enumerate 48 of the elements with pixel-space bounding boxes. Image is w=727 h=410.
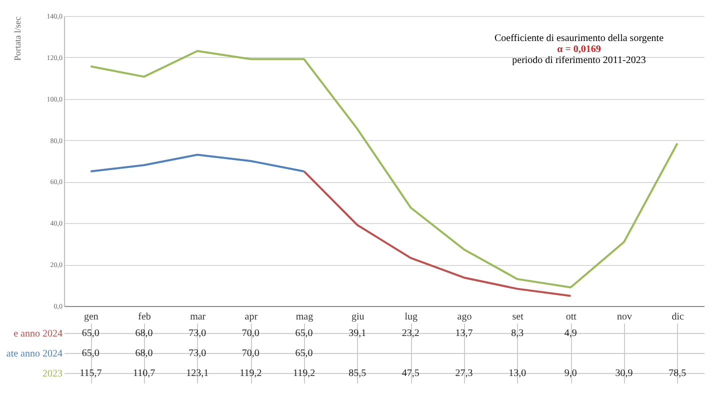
data-label: 65,0	[295, 328, 313, 339]
x-tick-label: ago	[457, 312, 472, 322]
annotation: Coefficiente di esaurimento della sorgente	[494, 33, 664, 44]
data-label: 119,2	[240, 368, 262, 379]
x-tick-label: mar	[190, 312, 206, 322]
data-label: 119,2	[292, 368, 316, 379]
text: 73,0	[188, 328, 206, 339]
x-tick-label: lug	[404, 312, 418, 322]
data-label: 123,1	[186, 368, 209, 379]
x-tick-label: gen	[84, 312, 98, 322]
text: ate anno 2024	[6, 348, 62, 360]
data-label: 110,7	[132, 368, 156, 379]
data-label: 68,0	[135, 348, 153, 359]
data-label: 23,2	[402, 328, 420, 339]
x-tick-label: nov	[617, 312, 632, 322]
text: 65,0	[82, 328, 100, 339]
annotation: α = 0,0169	[557, 44, 601, 55]
data-label: 4,9	[564, 328, 577, 339]
line-series	[303, 170, 572, 297]
data-label: 47,5	[402, 368, 420, 379]
data-label: 9,0	[564, 368, 577, 379]
data-label: 8,3	[511, 328, 524, 339]
data-label: 13,7	[455, 328, 473, 339]
data-label: 65,0	[82, 348, 100, 359]
x-tick-label: ott	[566, 312, 577, 322]
data-label: 39,1	[348, 328, 366, 339]
annotation: periodo di riferimento 2011-2023	[512, 55, 646, 66]
x-tick-label: set	[512, 312, 524, 322]
x-tick-label: mag	[296, 312, 314, 322]
data-label: 115,7	[80, 368, 102, 379]
text: 70,0	[242, 328, 260, 339]
y-axis-title: Portata l/sec	[12, 16, 22, 61]
x-tick-label: feb	[138, 312, 151, 322]
text: e anno 2024	[14, 328, 62, 340]
line-series	[90, 154, 305, 172]
data-label: 73,0	[188, 348, 206, 359]
data-label: 13,0	[508, 368, 526, 379]
data-label: 27,3	[455, 368, 473, 379]
data-label: 85,5	[348, 368, 366, 379]
data-label: 30,9	[615, 368, 633, 379]
data-label: 78,5	[668, 368, 686, 379]
x-tick-label: giu	[351, 312, 364, 322]
x-tick-label: dic	[672, 312, 684, 322]
text: 68,0	[135, 328, 153, 339]
data-label: 65,0	[295, 348, 313, 359]
text: 2023	[42, 368, 62, 380]
x-tick-label: apr	[244, 312, 258, 322]
data-label: 70,0	[242, 348, 260, 359]
